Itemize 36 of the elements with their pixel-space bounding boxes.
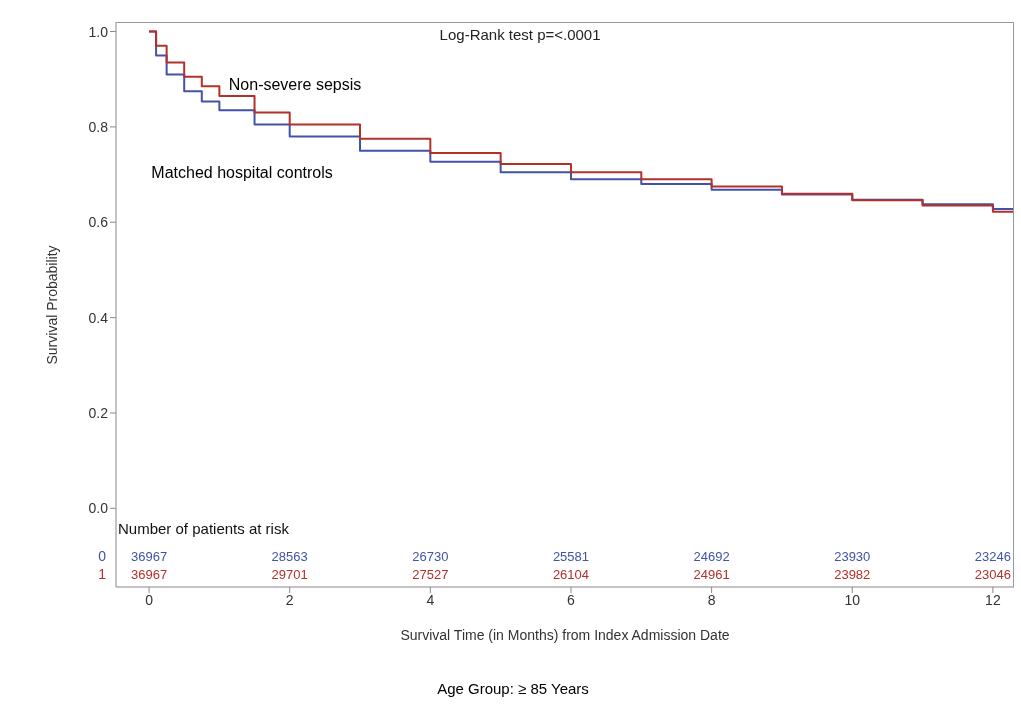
series-label: Matched hospital controls [151,164,333,182]
series-label: Non-severe sepsis [228,76,362,94]
x-tick-label: 6 [567,591,576,608]
annotation: Log-Rank test p=<.0001 [438,26,602,43]
x-tick-label: 8 [707,591,716,608]
annotation: 24961 [693,567,730,583]
y-axis-title: Survival Probability [43,245,60,365]
annotation: 24692 [693,549,730,565]
y-tick-label: 0.0 [88,500,109,517]
y-tick-label: 0.6 [88,214,109,231]
x-axis-title: Survival Time (in Months) from Index Admission Date [400,627,730,643]
x-tick-label: 2 [285,591,294,608]
annotation: 23982 [834,567,871,583]
x-tick-label: 0 [145,591,154,608]
annotation: 23246 [974,549,1011,565]
text: Age Group: ≥ 85 Years [436,680,590,697]
annotation: 23930 [834,549,871,565]
annotation: 26730 [412,549,449,565]
text: 0 [97,548,106,564]
annotation: 23046 [974,567,1011,583]
annotation: Number of patients at risk [118,520,289,538]
annotation: 29701 [271,567,308,583]
x-tick-label: 4 [426,591,435,608]
y-tick-label: 0.4 [88,309,109,326]
annotation: 25581 [552,549,590,565]
annotation: 26104 [552,567,590,583]
text: 1 [97,566,106,583]
annotation: 27527 [412,567,449,583]
annotation: 36967 [130,567,168,583]
y-tick-label: 0.2 [88,404,109,421]
x-tick-label: 10 [844,591,861,608]
y-tick-label: 0.8 [88,118,109,135]
y-tick-label: 1.0 [88,23,109,40]
x-tick-label: 12 [985,591,1001,608]
annotation: 36967 [130,549,168,565]
annotation: 28563 [271,549,308,565]
